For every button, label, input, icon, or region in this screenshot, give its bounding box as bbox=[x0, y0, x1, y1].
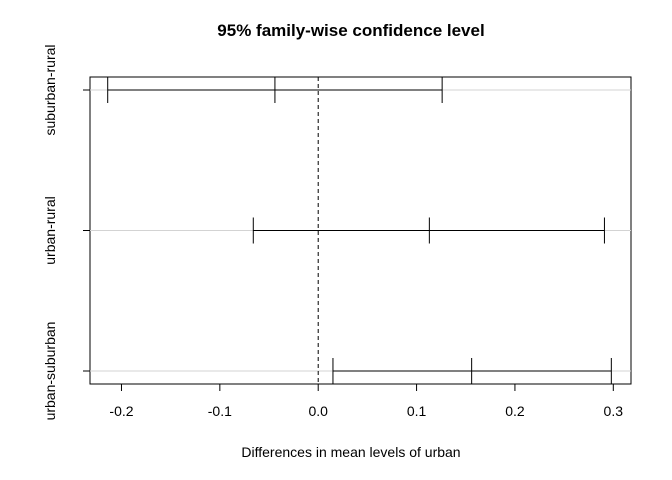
y-axis: suburban-rural urban-rural urban-suburban bbox=[42, 44, 90, 420]
x-axis: -0.2 -0.1 0.0 0.1 0.2 0.3 bbox=[109, 384, 623, 419]
x-tick-label: -0.1 bbox=[208, 403, 232, 419]
x-axis-label: Differences in mean levels of urban bbox=[241, 444, 460, 460]
x-tick-label: 0.0 bbox=[308, 403, 328, 419]
interval-urban-rural bbox=[252, 217, 605, 244]
x-tick-label: 0.1 bbox=[407, 403, 427, 419]
x-tick-label: -0.2 bbox=[109, 403, 133, 419]
chart-title: 95% family-wise confidence level bbox=[217, 21, 484, 40]
interval-series bbox=[107, 77, 612, 384]
x-tick-label: 0.3 bbox=[604, 403, 624, 419]
y-tick-label: suburban-rural bbox=[42, 44, 58, 135]
interval-suburban-rural bbox=[107, 77, 443, 103]
interval-urban-suburban bbox=[332, 358, 612, 384]
y-tick-label: urban-rural bbox=[42, 196, 58, 264]
x-tick-label: 0.2 bbox=[505, 403, 525, 419]
y-tick-label: urban-suburban bbox=[42, 322, 58, 421]
